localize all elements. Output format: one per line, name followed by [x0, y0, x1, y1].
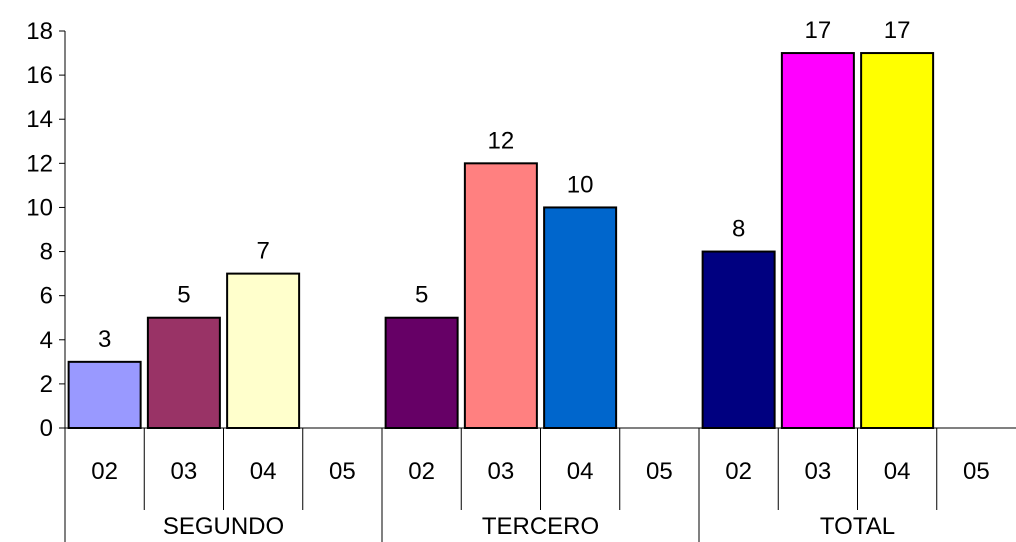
- x-category-label: 03: [488, 458, 515, 485]
- x-group-label: TOTAL: [820, 513, 895, 540]
- bar: [386, 318, 458, 428]
- data-label: 12: [488, 127, 515, 154]
- x-category-label: 05: [329, 458, 356, 485]
- y-tick-label: 12: [26, 150, 53, 177]
- y-tick-label: 10: [26, 194, 53, 221]
- data-label: 3: [98, 326, 111, 353]
- bar: [782, 53, 854, 428]
- x-category-label: 02: [725, 458, 752, 485]
- bar: [703, 252, 775, 428]
- bar: [861, 53, 933, 428]
- x-category-label: 04: [250, 458, 277, 485]
- bar: [544, 207, 616, 428]
- data-label: 5: [177, 282, 190, 309]
- x-category-label: 03: [805, 458, 832, 485]
- bars: [69, 53, 934, 428]
- y-tick-label: 0: [40, 415, 53, 442]
- x-category-label: 02: [91, 458, 118, 485]
- x-category-label: 02: [408, 458, 435, 485]
- y-tick-label: 14: [26, 106, 53, 133]
- data-label: 17: [805, 17, 832, 44]
- x-category-label: 03: [171, 458, 198, 485]
- data-label: 17: [884, 17, 911, 44]
- data-label: 8: [732, 216, 745, 243]
- bar: [227, 274, 299, 428]
- data-label: 5: [415, 282, 428, 309]
- y-tick-label: 18: [26, 18, 53, 45]
- y-tick-label: 2: [40, 371, 53, 398]
- x-category-label: 05: [646, 458, 673, 485]
- y-tick-label: 16: [26, 62, 53, 89]
- y-tick-label: 4: [40, 327, 53, 354]
- x-category-label: 05: [963, 458, 990, 485]
- data-label: 10: [567, 171, 594, 198]
- x-group-label: SEGUNDO: [163, 513, 284, 540]
- bar: [69, 362, 141, 428]
- bar: [148, 318, 220, 428]
- x-group-label: TERCERO: [482, 513, 599, 540]
- y-tick-label: 6: [40, 283, 53, 310]
- data-label: 7: [256, 238, 269, 265]
- y-tick-label: 8: [40, 239, 53, 266]
- bar: [465, 163, 537, 428]
- x-category-label: 04: [884, 458, 911, 485]
- x-category-label: 04: [567, 458, 594, 485]
